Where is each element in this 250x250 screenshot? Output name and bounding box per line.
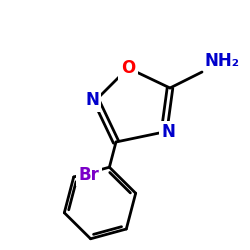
Text: N: N (161, 123, 175, 141)
Text: Br: Br (79, 166, 100, 184)
Text: NH₂: NH₂ (205, 52, 240, 70)
Text: N: N (85, 91, 99, 109)
Text: O: O (121, 59, 135, 77)
